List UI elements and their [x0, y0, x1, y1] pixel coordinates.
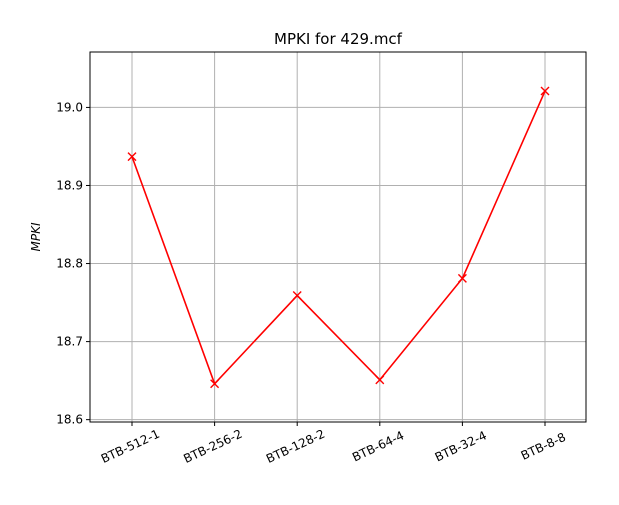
- data-point: [292, 291, 302, 301]
- series-line: [131, 90, 546, 386]
- y-tick-label: 19.0: [56, 100, 83, 114]
- grid-lines: [90, 52, 586, 422]
- series-group: [127, 86, 550, 389]
- y-tick-label: 18.9: [56, 178, 83, 192]
- chart-title: MPKI for 429.mcf: [274, 30, 403, 48]
- x-tick-label: BTB-32-4: [433, 428, 489, 464]
- x-tick-label: BTB-8-8: [519, 430, 568, 463]
- y-tick-label: 18.6: [56, 413, 83, 427]
- data-point: [375, 375, 385, 385]
- data-point: [457, 273, 467, 283]
- data-point: [127, 152, 137, 162]
- y-axis-label: MPKI: [29, 222, 43, 251]
- x-axis: BTB-512-1 BTB-256-2 BTB-128-2 BTB-64-4 BTB-3…: [99, 422, 568, 466]
- y-tick-label: 18.8: [56, 257, 83, 271]
- x-tick-label: BTB-512-1: [99, 427, 162, 466]
- data-point: [540, 86, 550, 96]
- plot-area: [89, 51, 587, 423]
- x-tick-label: BTB-256-2: [181, 427, 244, 466]
- x-tick-label: BTB-128-2: [264, 427, 327, 466]
- y-axis: 18.6 18.7 18.8 18.9 19.0: [56, 100, 90, 427]
- data-point: [210, 379, 220, 389]
- x-tick-label: BTB-64-4: [350, 428, 406, 464]
- y-tick-label: 18.7: [56, 335, 83, 349]
